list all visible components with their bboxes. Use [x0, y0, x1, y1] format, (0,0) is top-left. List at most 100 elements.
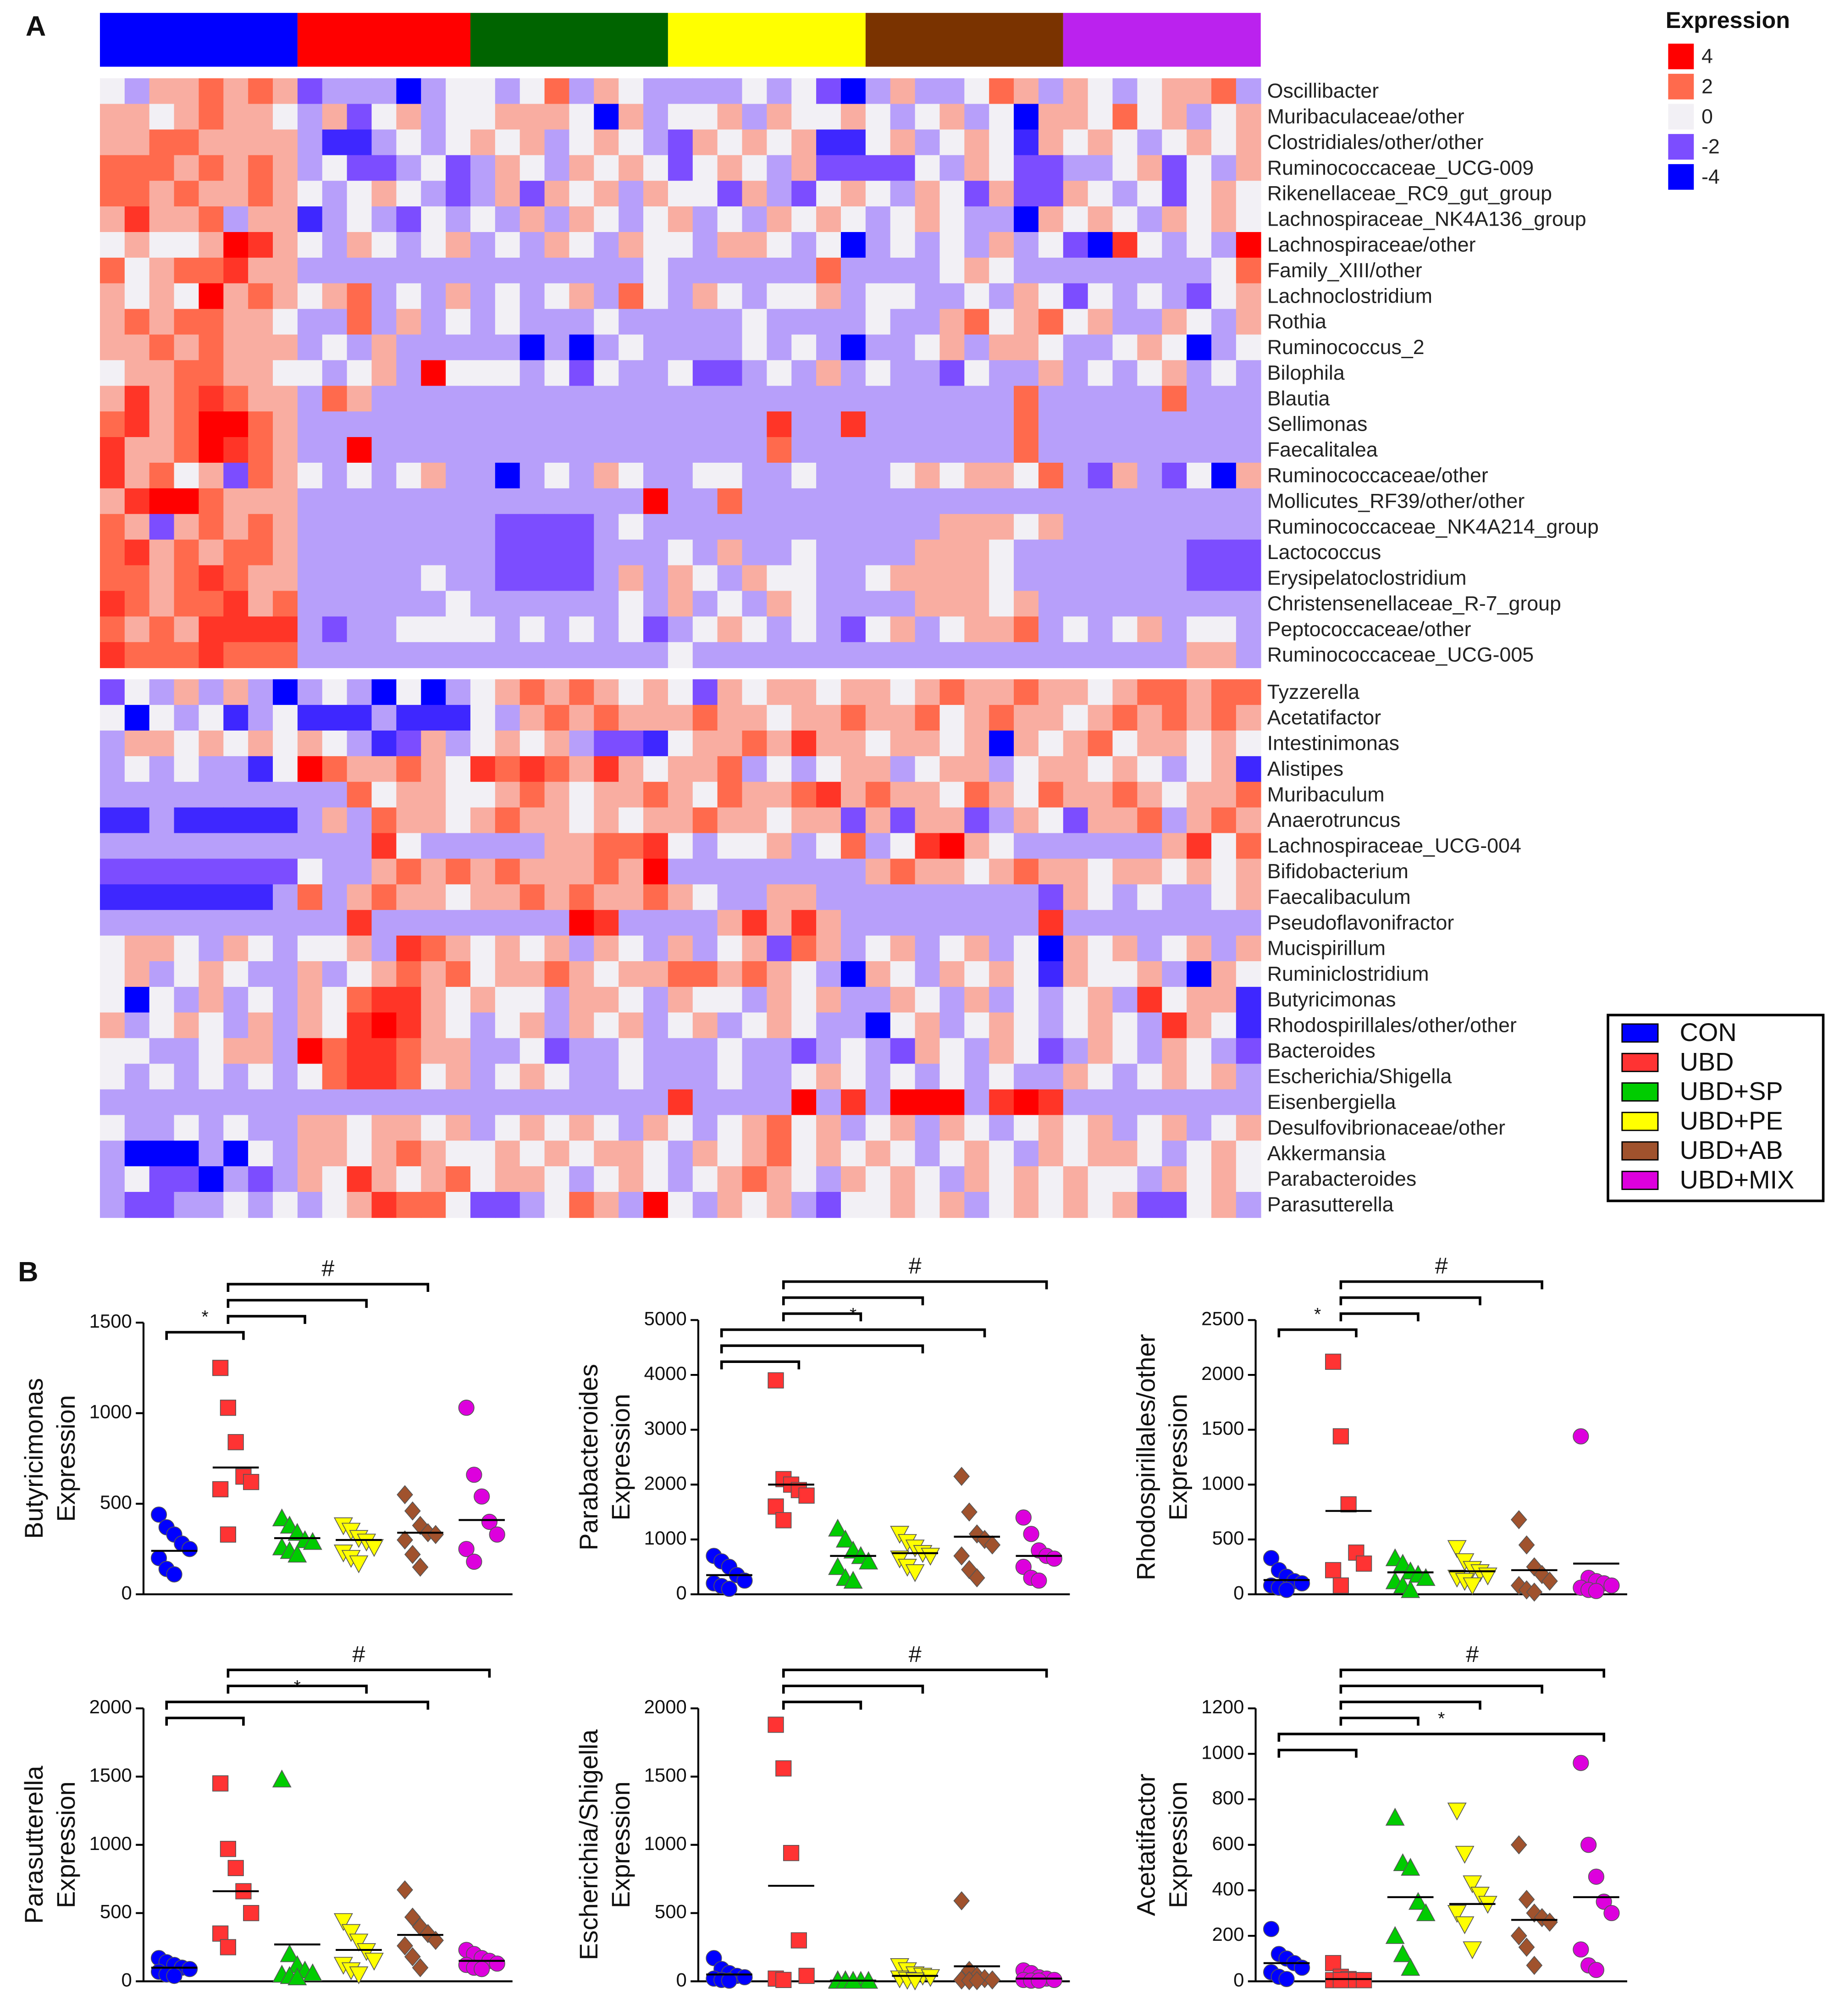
heatmap-cell: [1236, 104, 1261, 130]
heatmap-cell: [840, 206, 866, 233]
heatmap-cell: [322, 1115, 348, 1141]
significance-bracket: [1339, 1700, 1481, 1710]
heatmap-cell: [816, 679, 841, 705]
heatmap-cell: [149, 1192, 175, 1218]
legend-box: [1607, 1014, 1825, 1202]
point: [212, 1360, 229, 1376]
heatmap-cell: [99, 488, 125, 515]
point: [404, 1545, 421, 1564]
heatmap-cell: [1162, 781, 1187, 808]
heatmap-cell: [1162, 936, 1187, 962]
y-tick-label: 1500: [644, 1764, 687, 1786]
heatmap-cell: [692, 386, 718, 412]
heatmap-cell: [149, 462, 175, 489]
heatmap-cell: [1088, 565, 1113, 592]
heatmap-cell: [890, 679, 916, 705]
point: [1385, 1807, 1405, 1826]
heatmap-cell: [1014, 181, 1039, 207]
heatmap-cell: [495, 1089, 520, 1116]
heatmap-cell: [124, 232, 150, 258]
y-tick-label: 800: [1212, 1787, 1244, 1809]
heatmap-cell: [174, 833, 199, 859]
heatmap-cell: [1137, 283, 1163, 310]
heatmap-cell: [371, 1192, 397, 1218]
heatmap-cell: [1038, 936, 1064, 962]
y-tick-label: 0: [676, 1582, 687, 1604]
heatmap-cell: [446, 679, 471, 705]
heatmap-cell: [915, 437, 940, 463]
heatmap-cell: [273, 591, 298, 617]
heatmap-cell: [865, 1192, 891, 1218]
heatmap-cell: [915, 488, 940, 515]
heatmap-cell: [1187, 1012, 1212, 1039]
heatmap-cell: [347, 257, 372, 284]
heatmap-cell: [594, 1141, 619, 1167]
heatmap-cell: [989, 884, 1014, 911]
row-label: Parabacteroides: [1267, 1168, 1417, 1191]
heatmap-cell: [544, 514, 570, 540]
heatmap-cell: [668, 616, 693, 643]
heatmap-cell: [1236, 1166, 1261, 1192]
heatmap-cell: [569, 360, 595, 387]
heatmap-cell: [989, 910, 1014, 936]
heatmap-cell: [939, 437, 965, 463]
heatmap-cell: [742, 756, 768, 782]
heatmap-cell: [99, 1089, 125, 1116]
row-label: Ruminococcus_2: [1267, 336, 1425, 359]
heatmap-cell: [717, 104, 743, 130]
point: [1416, 1903, 1436, 1922]
heatmap-cell: [421, 104, 446, 130]
heatmap-cell: [421, 1038, 446, 1064]
heatmap-cell: [717, 78, 743, 105]
legend-swatch: [1621, 1023, 1659, 1043]
row-label: Rikenellaceae_RC9_gut_group: [1267, 183, 1552, 205]
heatmap-cell: [347, 411, 372, 438]
row-label: Faecalitalea: [1267, 439, 1378, 461]
point: [227, 1860, 244, 1876]
heatmap-cell: [421, 360, 446, 387]
heatmap-cell: [347, 565, 372, 592]
heatmap-cell: [199, 565, 224, 592]
point: [1603, 1905, 1620, 1922]
heatmap-cell: [1038, 257, 1064, 284]
legend-swatch: [1621, 1082, 1659, 1102]
heatmap-cell: [840, 807, 866, 834]
heatmap-cell: [939, 411, 965, 438]
point: [1294, 1575, 1310, 1592]
heatmap-cell: [692, 462, 718, 489]
heatmap-cell: [124, 642, 150, 668]
heatmap-cell: [840, 986, 866, 1013]
heatmap-cell: [347, 129, 372, 156]
heatmap-cell: [1211, 679, 1237, 705]
heatmap-cell: [668, 437, 693, 463]
significance-label: #: [1466, 1641, 1479, 1667]
heatmap-cell: [964, 539, 990, 566]
heatmap-cell: [297, 910, 323, 936]
heatmap-cell: [1014, 731, 1039, 757]
heatmap-cell: [199, 488, 224, 515]
heatmap-cell: [939, 936, 965, 962]
heatmap-cell: [99, 257, 125, 284]
heatmap-cell: [619, 104, 644, 130]
heatmap-cell: [1236, 206, 1261, 233]
heatmap-cell: [767, 334, 792, 361]
heatmap-cell: [174, 514, 199, 540]
heatmap-cell: [124, 565, 150, 592]
heatmap-cell: [964, 961, 990, 987]
heatmap-cell: [1112, 1141, 1138, 1167]
heatmap-cell: [1137, 756, 1163, 782]
y-tick-label: 0: [122, 1969, 132, 1990]
heatmap-cell: [717, 232, 743, 258]
point: [458, 1400, 475, 1416]
point: [1447, 1540, 1467, 1558]
heatmap-cell: [174, 539, 199, 566]
heatmap-cell: [791, 360, 817, 387]
heatmap-cell: [1088, 884, 1113, 911]
heatmap-cell: [840, 386, 866, 412]
heatmap-cell: [99, 1141, 125, 1167]
point: [397, 1936, 413, 1955]
heatmap-cell: [643, 539, 668, 566]
point: [1510, 1926, 1527, 1946]
heatmap-cell: [371, 257, 397, 284]
heatmap-cell: [1038, 565, 1064, 592]
